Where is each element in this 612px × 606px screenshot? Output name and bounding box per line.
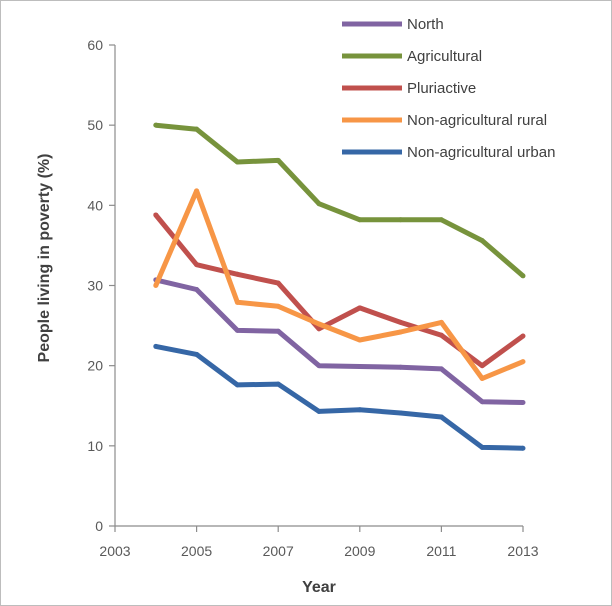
y-tick-label: 40: [87, 197, 103, 213]
legend-label-pluriactive: Pluriactive: [407, 80, 476, 97]
x-axis-title: Year: [302, 579, 336, 596]
data-point-non-agricultural-rural: [194, 188, 200, 194]
data-point-non-agricultural-rural: [357, 337, 363, 343]
legend-label-agricultural: Agricultural: [407, 48, 482, 65]
data-point-north: [234, 327, 240, 333]
legend-label-non-agricultural-rural: Non-agricultural rural: [407, 112, 547, 129]
data-point-non-agricultural-rural: [275, 303, 281, 309]
data-point-agricultural: [398, 217, 404, 223]
data-point-agricultural: [520, 273, 526, 279]
data-point-non-agricultural-rural: [520, 359, 526, 365]
y-tick-label: 30: [87, 278, 103, 294]
x-tick-label: 2011: [426, 543, 456, 559]
series-lines: [153, 122, 526, 451]
data-point-non-agricultural-urban: [194, 351, 200, 357]
data-point-agricultural: [316, 201, 322, 207]
data-point-non-agricultural-rural: [438, 319, 444, 325]
x-tick-label: 2005: [181, 543, 212, 559]
data-point-non-agricultural-urban: [520, 445, 526, 451]
y-tick-label: 10: [87, 438, 103, 454]
y-tick-label: 50: [87, 117, 103, 133]
data-point-pluriactive: [520, 333, 526, 339]
data-point-pluriactive: [398, 319, 404, 325]
data-point-north: [398, 364, 404, 370]
data-point-pluriactive: [153, 212, 159, 218]
data-point-north: [275, 328, 281, 334]
data-point-north: [357, 363, 363, 369]
legend-label-north: North: [407, 16, 444, 33]
data-point-agricultural: [153, 122, 159, 128]
data-point-north: [194, 287, 200, 293]
y-tick-label: 0: [95, 518, 103, 534]
y-tick-label: 60: [87, 37, 103, 53]
y-tick-label: 20: [87, 358, 103, 374]
y-ticks: 0 10 20 30 40 50 60: [87, 37, 115, 534]
data-point-non-agricultural-urban: [153, 343, 159, 349]
data-point-non-agricultural-urban: [479, 444, 485, 450]
data-point-non-agricultural-urban: [357, 407, 363, 413]
legend-label-non-agricultural-urban: Non-agricultural urban: [407, 144, 555, 161]
data-point-non-agricultural-urban: [398, 410, 404, 416]
data-point-agricultural: [234, 159, 240, 165]
data-point-non-agricultural-rural: [153, 283, 159, 288]
data-point-pluriactive: [438, 332, 444, 338]
data-point-non-agricultural-rural: [234, 299, 240, 305]
legend: North Agricultural Pluriactive Non-agricult…: [342, 16, 555, 161]
series-line-non-agricultural-urban: [155, 343, 524, 451]
data-point-agricultural: [479, 238, 485, 244]
series-line-non-agricultural-rural: [153, 188, 524, 381]
series-line-agricultural: [155, 122, 525, 278]
data-point-north: [520, 400, 526, 406]
data-point-pluriactive: [479, 363, 485, 369]
data-point-pluriactive: [316, 326, 322, 332]
x-tick-label: 2003: [99, 543, 130, 559]
data-point-non-agricultural-urban: [234, 382, 240, 388]
x-tick-label: 2007: [263, 543, 294, 559]
data-point-pluriactive: [234, 271, 240, 277]
data-point-non-agricultural-rural: [316, 321, 322, 327]
x-tick-label: 2009: [344, 543, 375, 559]
data-point-non-agricultural-urban: [275, 381, 281, 387]
data-point-pluriactive: [275, 280, 281, 286]
data-point-north: [479, 399, 485, 405]
data-point-pluriactive: [357, 305, 363, 311]
data-point-pluriactive: [194, 262, 200, 268]
data-point-non-agricultural-urban: [316, 408, 322, 414]
axes: 0 10 20 30 40 50 60 2003 2005 2007 2009 2011 2013: [87, 37, 538, 559]
data-point-agricultural: [275, 157, 281, 163]
series-line-north: [155, 277, 524, 405]
series-line-pluriactive: [153, 213, 525, 369]
data-point-non-agricultural-rural: [479, 375, 485, 381]
data-point-north: [316, 363, 322, 369]
data-point-non-agricultural-rural: [398, 329, 404, 335]
data-point-agricultural: [357, 217, 363, 223]
data-point-north: [438, 366, 444, 372]
x-ticks: 2003 2005 2007 2009 2011 2013: [99, 526, 539, 559]
data-point-agricultural: [438, 217, 444, 223]
y-axis-title: People living in poverty (%): [36, 154, 53, 363]
x-tick-label: 2013: [507, 543, 538, 559]
data-point-non-agricultural-urban: [438, 414, 444, 420]
data-point-agricultural: [194, 126, 200, 132]
